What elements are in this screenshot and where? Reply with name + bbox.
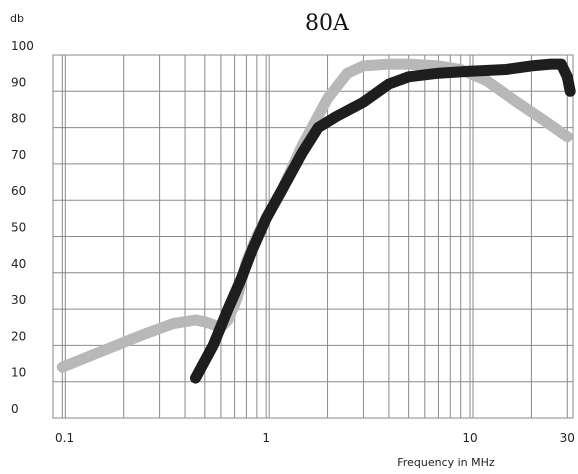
y-tick-label: 60 — [11, 184, 26, 198]
x-tick-label: 1 — [262, 431, 270, 445]
y-tick-label: 0 — [11, 402, 19, 416]
series-line-dark — [190, 58, 576, 384]
tick-labels: 0 10 20 30 40 50 60 70 80 90 100 0.1 1 10 30 — [11, 39, 575, 445]
y-axis-label: db — [10, 12, 24, 25]
chart-title: 80A — [305, 11, 350, 36]
series-line-light — [56, 58, 573, 373]
y-tick-label: 100 — [11, 39, 34, 53]
x-axis-label: Frequency in MHz — [397, 456, 495, 469]
series-lines — [56, 58, 576, 384]
x-tick-label: 30 — [560, 431, 575, 445]
y-tick-label: 40 — [11, 257, 26, 271]
y-tick-label: 50 — [11, 221, 26, 235]
grid — [52, 54, 574, 419]
y-tick-label: 30 — [11, 293, 26, 307]
y-tick-label: 70 — [11, 148, 26, 162]
y-tick-label: 10 — [11, 366, 26, 380]
y-tick-label: 80 — [11, 112, 26, 126]
y-tick-label: 20 — [11, 329, 26, 343]
x-tick-label: 0.1 — [55, 431, 74, 445]
x-tick-label: 10 — [462, 431, 477, 445]
y-tick-label: 90 — [11, 75, 26, 89]
